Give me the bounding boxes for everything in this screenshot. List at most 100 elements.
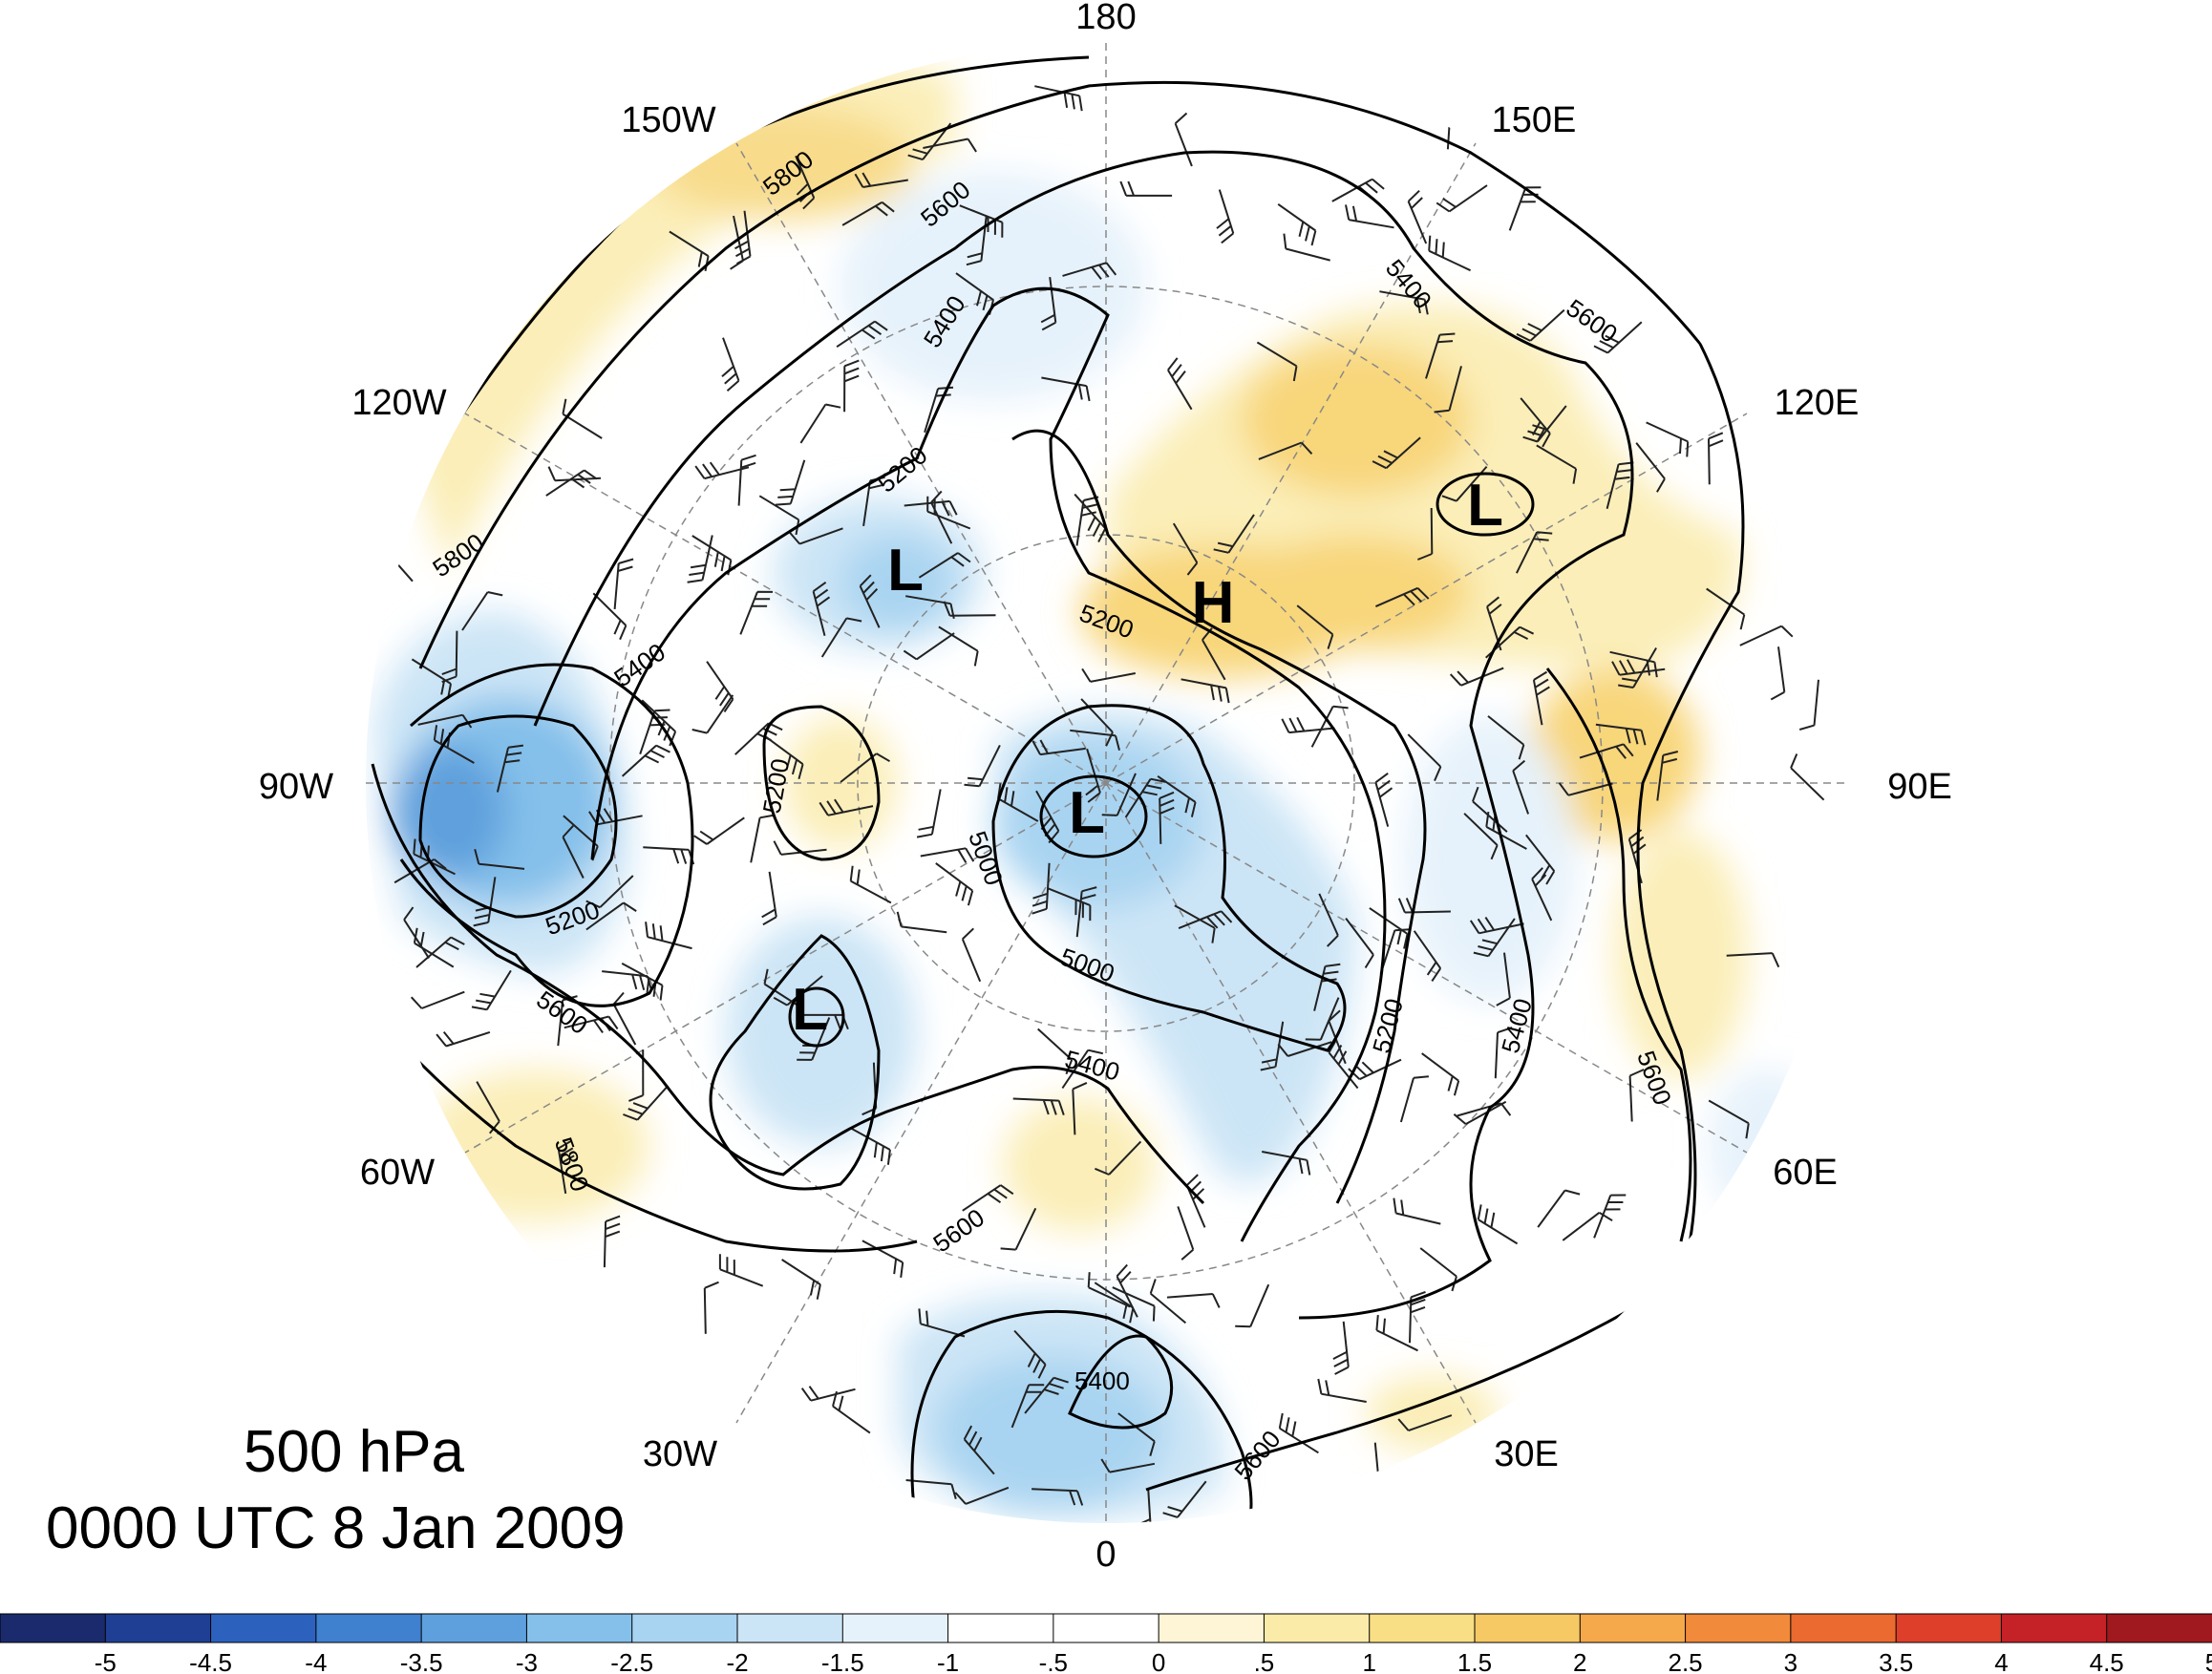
wind-barb — [1172, 522, 1199, 576]
colorbar-tick-label: -3 — [516, 1648, 538, 1674]
wind-barb — [849, 1127, 891, 1165]
colorbar-tick-label: -2.5 — [610, 1648, 653, 1674]
wind-barb — [1278, 1412, 1319, 1454]
wind-barb — [966, 215, 988, 266]
wind-barb — [1611, 659, 1666, 676]
colorbar-swatch — [315, 1613, 423, 1643]
colorbar-swatch — [1263, 1613, 1371, 1643]
wind-barb — [1536, 444, 1578, 484]
contour-5000-center — [991, 704, 1347, 1052]
colorbar-swatch — [0, 1613, 107, 1643]
contour-low-center-inner — [1039, 774, 1148, 858]
wind-barb — [1374, 586, 1430, 608]
wind-barb — [461, 591, 503, 631]
wind-barb — [1726, 952, 1780, 968]
wind-barb — [436, 1030, 491, 1048]
wind-barb — [1739, 625, 1794, 646]
wind-barb — [775, 459, 806, 506]
wind-barb — [1407, 733, 1442, 781]
wind-barb — [763, 968, 804, 1010]
lon-label-150e: 150E — [1492, 100, 1577, 140]
wind-barb — [417, 713, 473, 729]
wind-barb — [1798, 679, 1819, 731]
wind-barb — [1149, 1279, 1187, 1324]
wind-barb — [588, 808, 643, 826]
wind-barb — [1425, 332, 1456, 379]
colorbar-swatch — [210, 1613, 317, 1643]
wind-barb — [621, 744, 670, 777]
wind-barb — [1277, 202, 1317, 246]
colorbar-tick-label: 4 — [1994, 1648, 2008, 1674]
wind-barb — [410, 990, 465, 1009]
wind-barb — [1124, 777, 1166, 818]
wind-barb — [1477, 1204, 1519, 1245]
wind-barb — [964, 744, 1001, 788]
colorbar-tick-label: 0 — [1152, 1648, 1165, 1674]
colorbar-swatch — [104, 1613, 212, 1643]
wind-barb — [1040, 276, 1057, 331]
wind-barb — [1331, 178, 1385, 202]
wind-barb — [687, 535, 713, 583]
wind-barb — [1397, 1414, 1453, 1432]
contour-5200-arctic — [762, 705, 881, 861]
wind-barb — [706, 661, 734, 712]
wind-barb — [1512, 759, 1530, 815]
contour-label: 5400 — [1074, 1367, 1130, 1395]
wind-barb — [1305, 997, 1340, 1041]
wind-barb — [1345, 204, 1394, 229]
wind-barb — [840, 752, 891, 783]
contour-5400-europe — [1068, 1334, 1174, 1430]
wind-barb — [1409, 1290, 1426, 1344]
low-center-northwest: L — [887, 538, 924, 604]
wind-barb — [496, 744, 524, 793]
colorbar: -5 -4.5 -4 -3.5 -3 -2.5 -2 -1.5 -1 -.5 0 .5 1 1.5 2 2.5… — [0, 1613, 2212, 1674]
wind-barb — [691, 535, 733, 576]
wind-barb — [1532, 670, 1550, 726]
wind-barb — [641, 699, 677, 747]
wind-barb — [639, 709, 670, 755]
wind-barb — [841, 201, 895, 226]
wind-barb — [585, 875, 634, 909]
wind-barb — [1119, 180, 1173, 197]
wind-barb — [761, 871, 777, 926]
wind-barb — [602, 970, 653, 991]
wind-barb — [905, 595, 955, 620]
wind-barb — [721, 337, 740, 392]
wind-barb — [959, 204, 1004, 238]
wind-barb — [1525, 834, 1556, 885]
wind-barb — [613, 558, 634, 609]
wind-barb — [795, 155, 816, 210]
wind-barb — [1256, 341, 1298, 382]
colorbar-swatch — [1474, 1613, 1582, 1643]
lon-label-0: 0 — [1095, 1535, 1116, 1575]
wind-barb — [1180, 678, 1230, 704]
wind-barb — [930, 490, 953, 544]
wind-barb — [1537, 1189, 1581, 1228]
colorbar-tick-label: -4.5 — [189, 1648, 232, 1674]
wind-barb — [799, 403, 841, 444]
colorbar-swatch — [525, 1613, 633, 1643]
low-center-atlantic: L — [792, 977, 828, 1043]
wind-barb — [1136, 1488, 1153, 1523]
contour-low-atlantic-inner — [788, 986, 845, 1048]
wind-barb — [1627, 829, 1647, 884]
wind-barb — [393, 858, 447, 884]
wind-barb — [564, 1015, 619, 1033]
wind-barb — [1177, 1206, 1195, 1261]
wind-barb — [935, 862, 974, 906]
wind-barb — [938, 625, 979, 667]
wind-barb — [562, 825, 585, 879]
wind-barb — [474, 849, 525, 870]
high-center-siberia: H — [1192, 570, 1235, 636]
colorbar-tick-label: 2 — [1573, 1648, 1586, 1674]
contour-5600-na-atl — [371, 763, 1205, 1205]
wind-barb — [997, 783, 1039, 822]
wind-barb — [1434, 366, 1462, 413]
colorbar-swatch — [1369, 1613, 1476, 1643]
wind-barb — [1235, 1283, 1270, 1328]
colorbar-tick-label: -3.5 — [400, 1648, 443, 1674]
colorbar-tick-label: -1 — [937, 1648, 959, 1674]
wind-barb — [1413, 930, 1442, 982]
wind-barb — [1085, 748, 1101, 803]
wind-barb — [1041, 376, 1091, 402]
